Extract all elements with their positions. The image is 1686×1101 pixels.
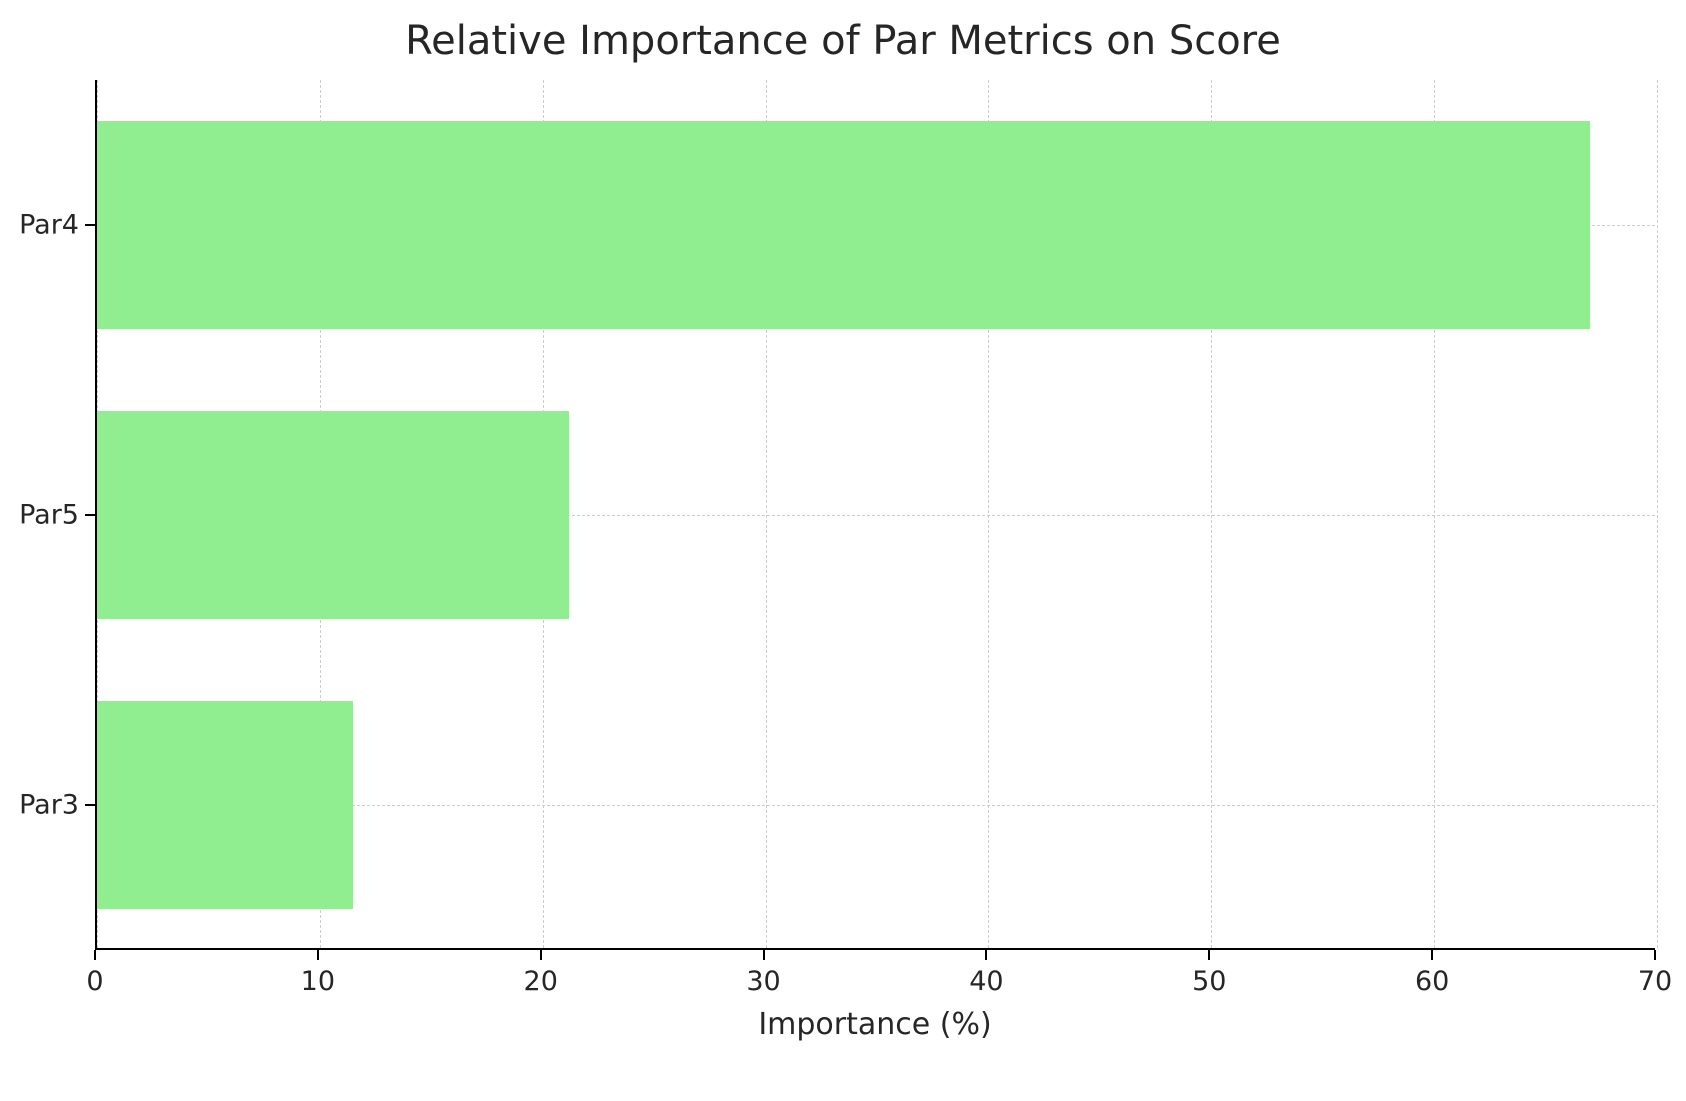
x-tick-label: 60 bbox=[1415, 966, 1449, 997]
bar-par5 bbox=[97, 411, 569, 620]
x-tick-label: 70 bbox=[1638, 966, 1672, 997]
bar-par4 bbox=[97, 121, 1590, 330]
x-tickmark bbox=[317, 950, 319, 960]
x-tickmark bbox=[540, 950, 542, 960]
x-tickmark bbox=[94, 950, 96, 960]
x-tickmark bbox=[763, 950, 765, 960]
x-tick-label: 20 bbox=[524, 966, 558, 997]
x-tickmark bbox=[1431, 950, 1433, 960]
y-tick-label: Par3 bbox=[19, 790, 79, 821]
x-tick-label: 40 bbox=[969, 966, 1003, 997]
x-axis-label: Importance (%) bbox=[758, 1007, 991, 1042]
y-tickmark bbox=[85, 804, 95, 806]
chart-container: Relative Importance of Par Metrics on Sc… bbox=[0, 0, 1686, 1101]
x-tickmark bbox=[1654, 950, 1656, 960]
y-tickmark bbox=[85, 514, 95, 516]
x-tick-label: 0 bbox=[86, 966, 103, 997]
x-tickmark bbox=[1208, 950, 1210, 960]
bar-par3 bbox=[97, 701, 353, 910]
plot-area bbox=[95, 80, 1655, 950]
y-tickmark bbox=[85, 224, 95, 226]
x-tickmark bbox=[985, 950, 987, 960]
y-tick-label: Par5 bbox=[19, 500, 79, 531]
x-tick-label: 50 bbox=[1192, 966, 1226, 997]
x-gridline bbox=[1657, 80, 1658, 948]
chart-title: Relative Importance of Par Metrics on Sc… bbox=[0, 18, 1686, 64]
x-tick-label: 10 bbox=[301, 966, 335, 997]
x-tick-label: 30 bbox=[746, 966, 780, 997]
y-tick-label: Par4 bbox=[19, 210, 79, 241]
